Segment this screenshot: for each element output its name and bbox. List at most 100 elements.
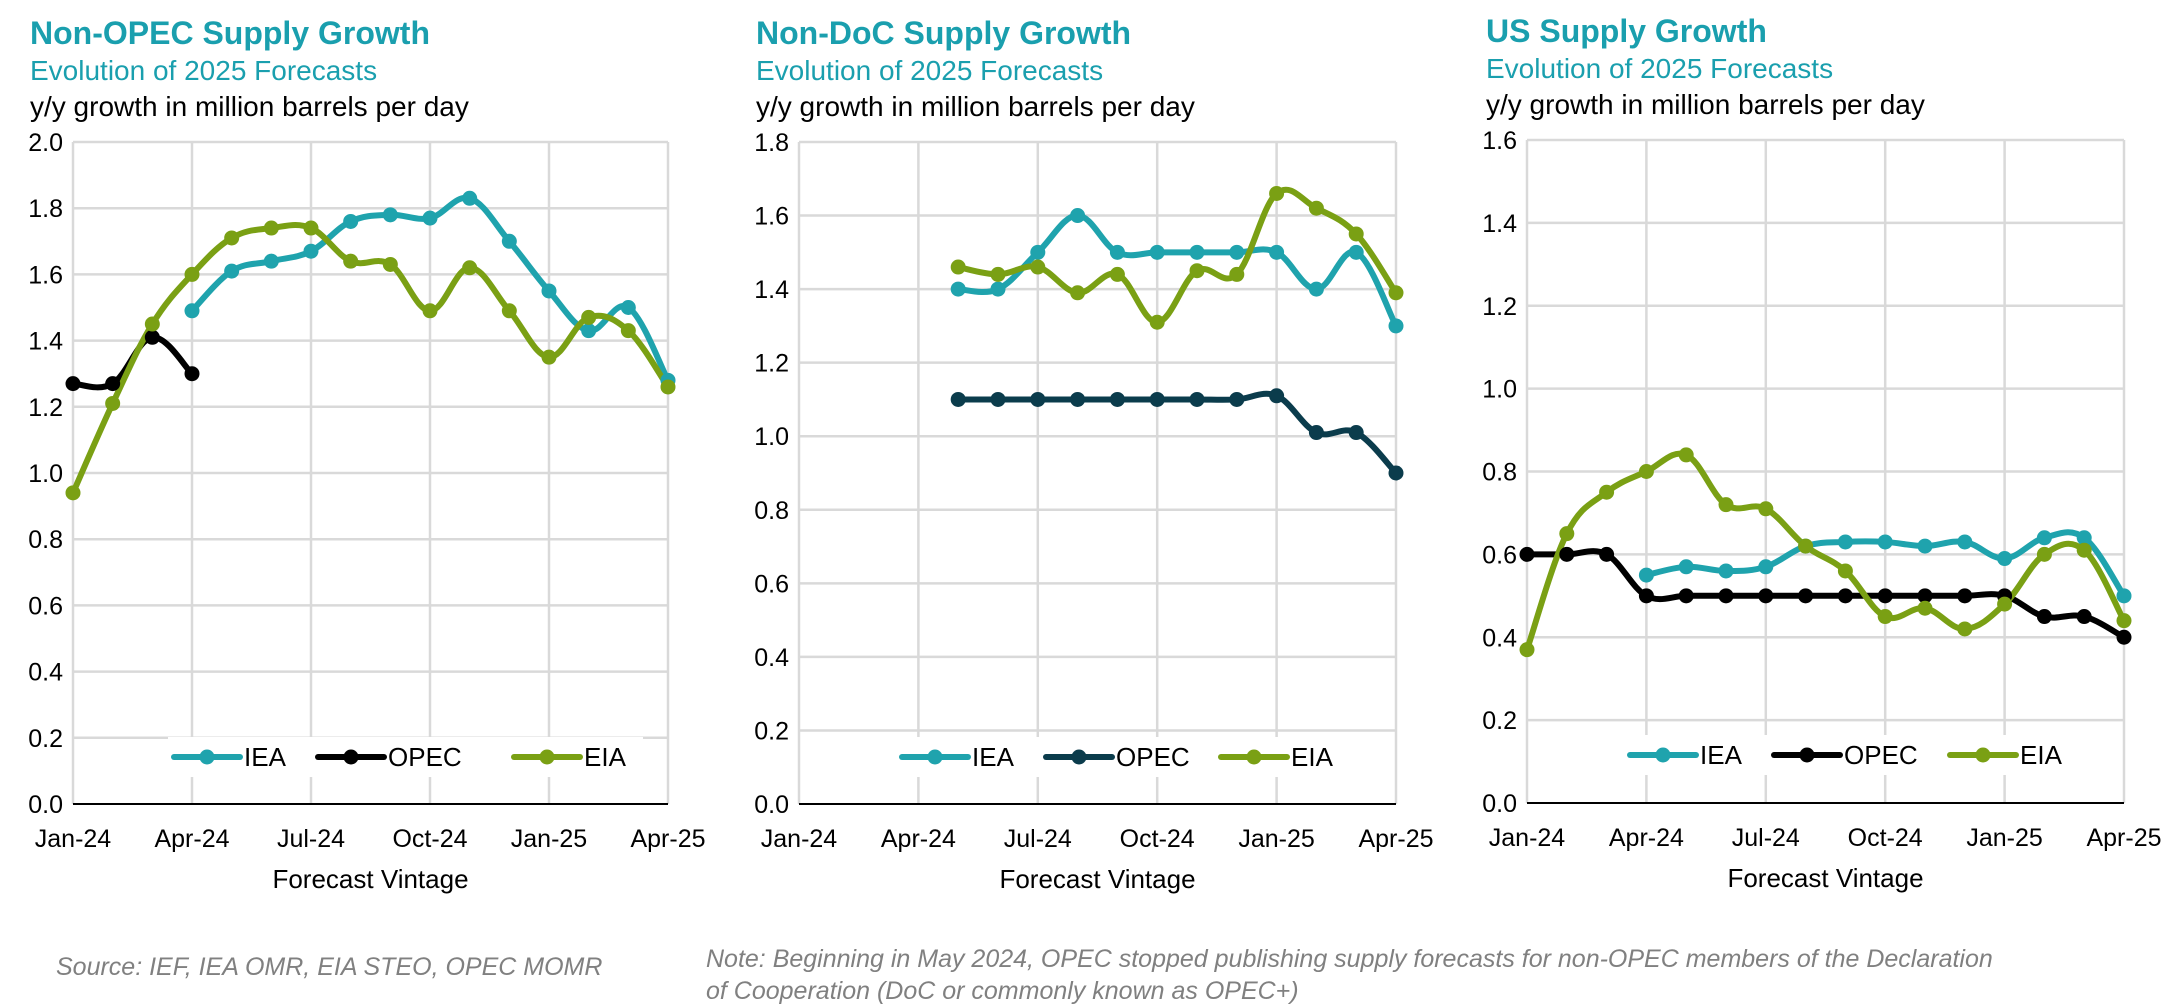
y-axis-label: y/y growth in million barrels per day <box>1486 89 1925 120</box>
data-point-eia <box>2076 542 2092 558</box>
data-point-opec <box>1758 588 1774 604</box>
data-point-iea <box>1229 244 1245 260</box>
data-point-opec <box>950 391 966 407</box>
y-tick-label: 1.8 <box>28 195 63 223</box>
y-tick-label: 0.4 <box>1482 624 1517 652</box>
data-point-eia <box>184 266 200 282</box>
data-point-eia <box>2036 546 2052 562</box>
footer: Source: IEF, IEA OMR, EIA STEO, OPEC MOM… <box>56 945 1993 1005</box>
y-tick-label: 1.2 <box>1482 293 1517 321</box>
legend-item-opec: OPEC <box>1043 742 1190 772</box>
y-tick-labels: 0.0 0.2 0.4 0.6 0.8 1.0 1.2 1.4 1.6 1.8 2.0 <box>28 129 63 819</box>
x-tick-label: Oct-24 <box>1848 824 1923 852</box>
x-tick-label: Jul-24 <box>277 825 345 853</box>
data-point-iea <box>990 281 1006 297</box>
data-point-opec <box>2116 629 2132 645</box>
legend-marker-eia <box>1246 749 1262 765</box>
data-point-opec <box>1599 546 1615 562</box>
series-line-eia <box>70 221 671 496</box>
data-point-iea <box>224 263 240 279</box>
data-point-opec <box>990 391 1006 407</box>
data-point-iea <box>1308 281 1324 297</box>
x-tick-label: Apr-24 <box>154 825 229 853</box>
data-point-opec <box>144 329 160 345</box>
y-tick-label: 0.4 <box>754 644 789 672</box>
y-tick-label: 0.8 <box>28 526 63 554</box>
data-point-eia <box>1559 526 1575 542</box>
data-point-iea <box>1348 244 1364 260</box>
data-point-eia <box>1269 185 1285 201</box>
data-point-eia <box>1758 501 1774 517</box>
x-tick-label: Jul-24 <box>1732 824 1800 852</box>
gridlines <box>71 140 670 804</box>
data-point-eia <box>2116 613 2132 629</box>
data-point-opec <box>1559 546 1575 562</box>
data-point-iea <box>1997 551 2013 567</box>
chart-title: Non-DoC Supply Growth <box>756 15 1131 51</box>
y-tick-label: 0.4 <box>28 659 63 687</box>
legend: IEA OPEC EIA <box>1627 740 2063 770</box>
data-point-opec <box>105 376 121 392</box>
x-tick-label: Jan-24 <box>35 825 112 853</box>
data-point-eia <box>422 303 438 319</box>
y-tick-label: 1.0 <box>28 460 63 488</box>
y-tick-label: 0.0 <box>28 791 63 819</box>
data-point-eia <box>1519 642 1535 658</box>
y-tick-label: 0.2 <box>28 725 63 753</box>
y-axis-label: y/y growth in million barrels per day <box>30 91 469 122</box>
x-tick-labels: Jan-24 Apr-24 Jul-24 Oct-24 Jan-25 Apr-25 <box>761 825 1434 853</box>
data-point-eia <box>343 253 359 269</box>
data-point-eia <box>660 379 676 395</box>
source-note: Source: IEF, IEA OMR, EIA STEO, OPEC MOM… <box>56 953 602 981</box>
data-point-eia <box>1837 563 1853 579</box>
y-axis-label: y/y growth in million barrels per day <box>756 91 1195 122</box>
x-tick-label: Apr-24 <box>1609 824 1684 852</box>
data-point-iea <box>1957 534 1973 550</box>
x-tick-labels: Jan-24 Apr-24 Jul-24 Oct-24 Jan-25 Apr-25 <box>35 825 706 853</box>
legend-item-eia: EIA <box>511 742 627 772</box>
y-tick-label: 1.4 <box>28 328 63 356</box>
legend-label-eia: EIA <box>584 742 627 772</box>
data-point-iea <box>501 233 517 249</box>
data-point-iea <box>343 213 359 229</box>
data-point-eia <box>541 349 557 365</box>
y-tick-label: 0.8 <box>1482 459 1517 487</box>
data-point-opec <box>2036 609 2052 625</box>
legend-label-opec: OPEC <box>1844 740 1918 770</box>
data-point-eia <box>1189 263 1205 279</box>
data-point-eia <box>1678 447 1694 463</box>
y-tick-label: 1.2 <box>754 350 789 378</box>
legend-label-iea: IEA <box>1700 740 1743 770</box>
series-line-eia <box>955 186 1399 326</box>
data-point-eia <box>1070 285 1086 301</box>
x-tick-label: Jan-25 <box>1238 825 1314 853</box>
x-tick-label: Oct-24 <box>392 825 467 853</box>
data-point-iea <box>1149 244 1165 260</box>
x-axis-label: Forecast Vintage <box>999 864 1195 894</box>
legend-item-opec: OPEC <box>315 742 462 772</box>
series-lines <box>1524 450 2127 653</box>
x-tick-label: Jan-24 <box>761 825 838 853</box>
series-lines <box>70 194 671 496</box>
data-point-eia <box>1149 314 1165 330</box>
data-point-iea <box>1638 567 1654 583</box>
x-tick-label: Oct-24 <box>1120 825 1195 853</box>
data-point-iea <box>2076 530 2092 546</box>
footnote-line-2: of Cooperation (DoC or commonly known as… <box>706 977 1299 1005</box>
data-point-eia <box>1348 226 1364 242</box>
x-tick-label: Jul-24 <box>1004 825 1072 853</box>
gridlines <box>1525 138 2126 803</box>
series-line-iea <box>955 212 1399 329</box>
data-point-eia <box>1798 538 1814 554</box>
data-point-opec <box>1678 588 1694 604</box>
y-tick-label: 0.6 <box>28 592 63 620</box>
data-point-eia <box>224 230 240 246</box>
series-markers <box>1519 447 2132 658</box>
chart-panel-non-opec: Non-OPEC Supply Growth Evolution of 2025… <box>28 15 705 894</box>
y-tick-label: 0.0 <box>754 791 789 819</box>
data-point-iea <box>950 281 966 297</box>
data-point-opec <box>1109 391 1125 407</box>
y-tick-label: 0.8 <box>754 497 789 525</box>
data-point-eia <box>1308 200 1324 216</box>
